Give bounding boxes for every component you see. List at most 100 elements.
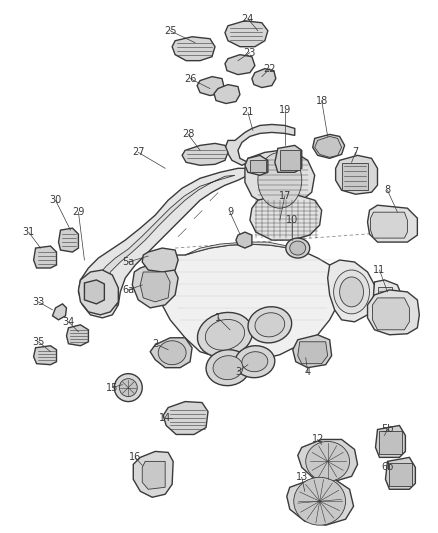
Polygon shape <box>389 463 413 486</box>
Polygon shape <box>236 232 252 248</box>
Text: 1: 1 <box>215 313 221 323</box>
Polygon shape <box>53 304 67 320</box>
Text: 14: 14 <box>159 413 171 423</box>
Polygon shape <box>140 272 170 302</box>
Text: 24: 24 <box>242 14 254 24</box>
Text: 31: 31 <box>22 227 35 237</box>
Text: 2: 2 <box>152 339 158 349</box>
Polygon shape <box>280 150 300 171</box>
Text: 17: 17 <box>279 191 291 201</box>
Text: 8: 8 <box>385 185 391 195</box>
Ellipse shape <box>255 313 285 337</box>
Polygon shape <box>314 136 342 157</box>
Text: 13: 13 <box>296 472 308 482</box>
Polygon shape <box>34 346 57 365</box>
Polygon shape <box>275 146 302 172</box>
Polygon shape <box>245 150 314 206</box>
Ellipse shape <box>158 341 186 365</box>
Polygon shape <box>250 195 321 240</box>
Polygon shape <box>342 163 367 190</box>
Polygon shape <box>313 134 345 158</box>
Polygon shape <box>85 280 104 304</box>
Text: 7: 7 <box>353 147 359 157</box>
Text: 12: 12 <box>311 434 324 445</box>
Text: 30: 30 <box>49 195 62 205</box>
Polygon shape <box>298 342 328 364</box>
Polygon shape <box>182 143 228 165</box>
Polygon shape <box>375 425 406 457</box>
Ellipse shape <box>205 319 245 350</box>
Polygon shape <box>78 270 118 315</box>
Text: 6a: 6a <box>122 285 134 295</box>
Polygon shape <box>385 457 415 489</box>
Text: 16: 16 <box>129 453 141 463</box>
Polygon shape <box>371 212 407 238</box>
Polygon shape <box>245 155 268 175</box>
Polygon shape <box>142 462 165 489</box>
Polygon shape <box>78 168 248 318</box>
Polygon shape <box>225 124 295 165</box>
Polygon shape <box>367 290 419 335</box>
Polygon shape <box>378 287 392 315</box>
Text: 15: 15 <box>106 383 119 393</box>
Polygon shape <box>250 160 266 172</box>
Ellipse shape <box>339 277 364 307</box>
Text: 25: 25 <box>164 26 177 36</box>
Ellipse shape <box>119 378 137 397</box>
Polygon shape <box>367 205 417 242</box>
Polygon shape <box>225 55 255 75</box>
Ellipse shape <box>114 374 142 401</box>
Text: 10: 10 <box>286 215 298 225</box>
Text: 11: 11 <box>373 265 385 275</box>
Polygon shape <box>287 479 353 525</box>
Polygon shape <box>59 228 78 252</box>
Ellipse shape <box>235 346 275 378</box>
Text: 4: 4 <box>305 367 311 377</box>
Polygon shape <box>67 325 88 346</box>
Polygon shape <box>225 21 268 47</box>
Polygon shape <box>298 439 357 481</box>
Polygon shape <box>252 69 276 87</box>
Text: 33: 33 <box>32 297 45 307</box>
Text: 5a: 5a <box>122 257 134 267</box>
Text: 3: 3 <box>235 367 241 377</box>
Polygon shape <box>142 248 178 272</box>
Text: 26: 26 <box>184 74 196 84</box>
Text: 35: 35 <box>32 337 45 347</box>
Ellipse shape <box>306 441 350 481</box>
Ellipse shape <box>286 238 310 258</box>
Text: 34: 34 <box>62 317 74 327</box>
Ellipse shape <box>242 352 268 372</box>
Text: 23: 23 <box>244 47 256 58</box>
Polygon shape <box>158 244 339 362</box>
Ellipse shape <box>206 350 250 386</box>
Ellipse shape <box>334 270 370 314</box>
Text: 18: 18 <box>315 95 328 106</box>
Polygon shape <box>372 298 410 330</box>
Ellipse shape <box>290 241 306 255</box>
Ellipse shape <box>258 152 302 208</box>
Polygon shape <box>185 242 305 255</box>
Polygon shape <box>293 335 332 368</box>
Text: 6b: 6b <box>381 462 394 472</box>
Polygon shape <box>163 401 208 434</box>
Text: 27: 27 <box>132 147 145 157</box>
Polygon shape <box>336 155 378 194</box>
Polygon shape <box>132 262 178 308</box>
Polygon shape <box>197 77 224 95</box>
Text: 28: 28 <box>182 130 194 140</box>
Polygon shape <box>133 451 173 497</box>
Text: 21: 21 <box>242 108 254 117</box>
Text: 19: 19 <box>279 106 291 116</box>
Text: 29: 29 <box>72 207 85 217</box>
Polygon shape <box>379 432 403 455</box>
Text: 22: 22 <box>264 63 276 74</box>
Polygon shape <box>328 260 374 322</box>
Polygon shape <box>34 246 57 268</box>
Polygon shape <box>150 338 192 368</box>
Polygon shape <box>96 175 235 308</box>
Ellipse shape <box>198 312 253 357</box>
Text: 5b: 5b <box>381 424 394 434</box>
Polygon shape <box>172 37 215 61</box>
Ellipse shape <box>294 478 346 525</box>
